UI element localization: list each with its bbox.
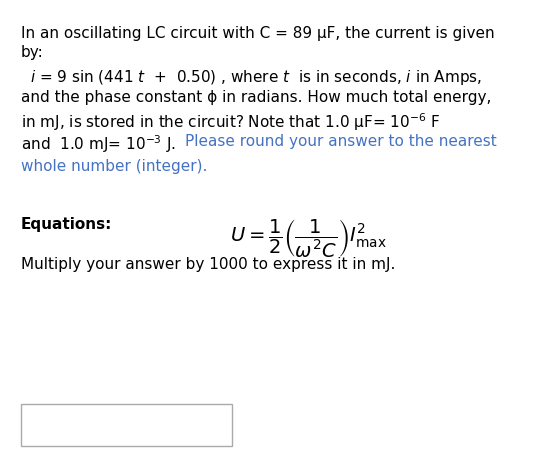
Text: in mJ, is stored in the circuit? Note that 1.0 μF= 10$^{-6}$ F: in mJ, is stored in the circuit? Note th… [21, 111, 440, 133]
Text: $U = \dfrac{1}{2}\left(\dfrac{1}{\omega^2 C}\right) I^2_{\mathrm{max}}$: $U = \dfrac{1}{2}\left(\dfrac{1}{\omega^… [230, 217, 387, 258]
Text: and the phase constant ϕ in radians. How much total energy,: and the phase constant ϕ in radians. How… [21, 89, 491, 104]
FancyBboxPatch shape [21, 405, 232, 446]
Text: $i$ = 9 sin (441 $t$  +  0.50) , where $t$  is in seconds, $i$ in Amps,: $i$ = 9 sin (441 $t$ + 0.50) , where $t$… [30, 68, 482, 87]
Text: whole number (integer).: whole number (integer). [21, 159, 207, 174]
Text: by:: by: [21, 45, 44, 60]
Text: Please round your answer to the nearest: Please round your answer to the nearest [185, 133, 497, 148]
Text: and  1.0 mJ= 10$^{-3}$ J.: and 1.0 mJ= 10$^{-3}$ J. [21, 133, 177, 155]
Text: Multiply your answer by 1000 to express it in mJ.: Multiply your answer by 1000 to express … [21, 256, 395, 271]
Text: Equations:: Equations: [21, 217, 112, 231]
Text: In an oscillating LC circuit with C = 89 μF, the current is given: In an oscillating LC circuit with C = 89… [21, 26, 494, 41]
